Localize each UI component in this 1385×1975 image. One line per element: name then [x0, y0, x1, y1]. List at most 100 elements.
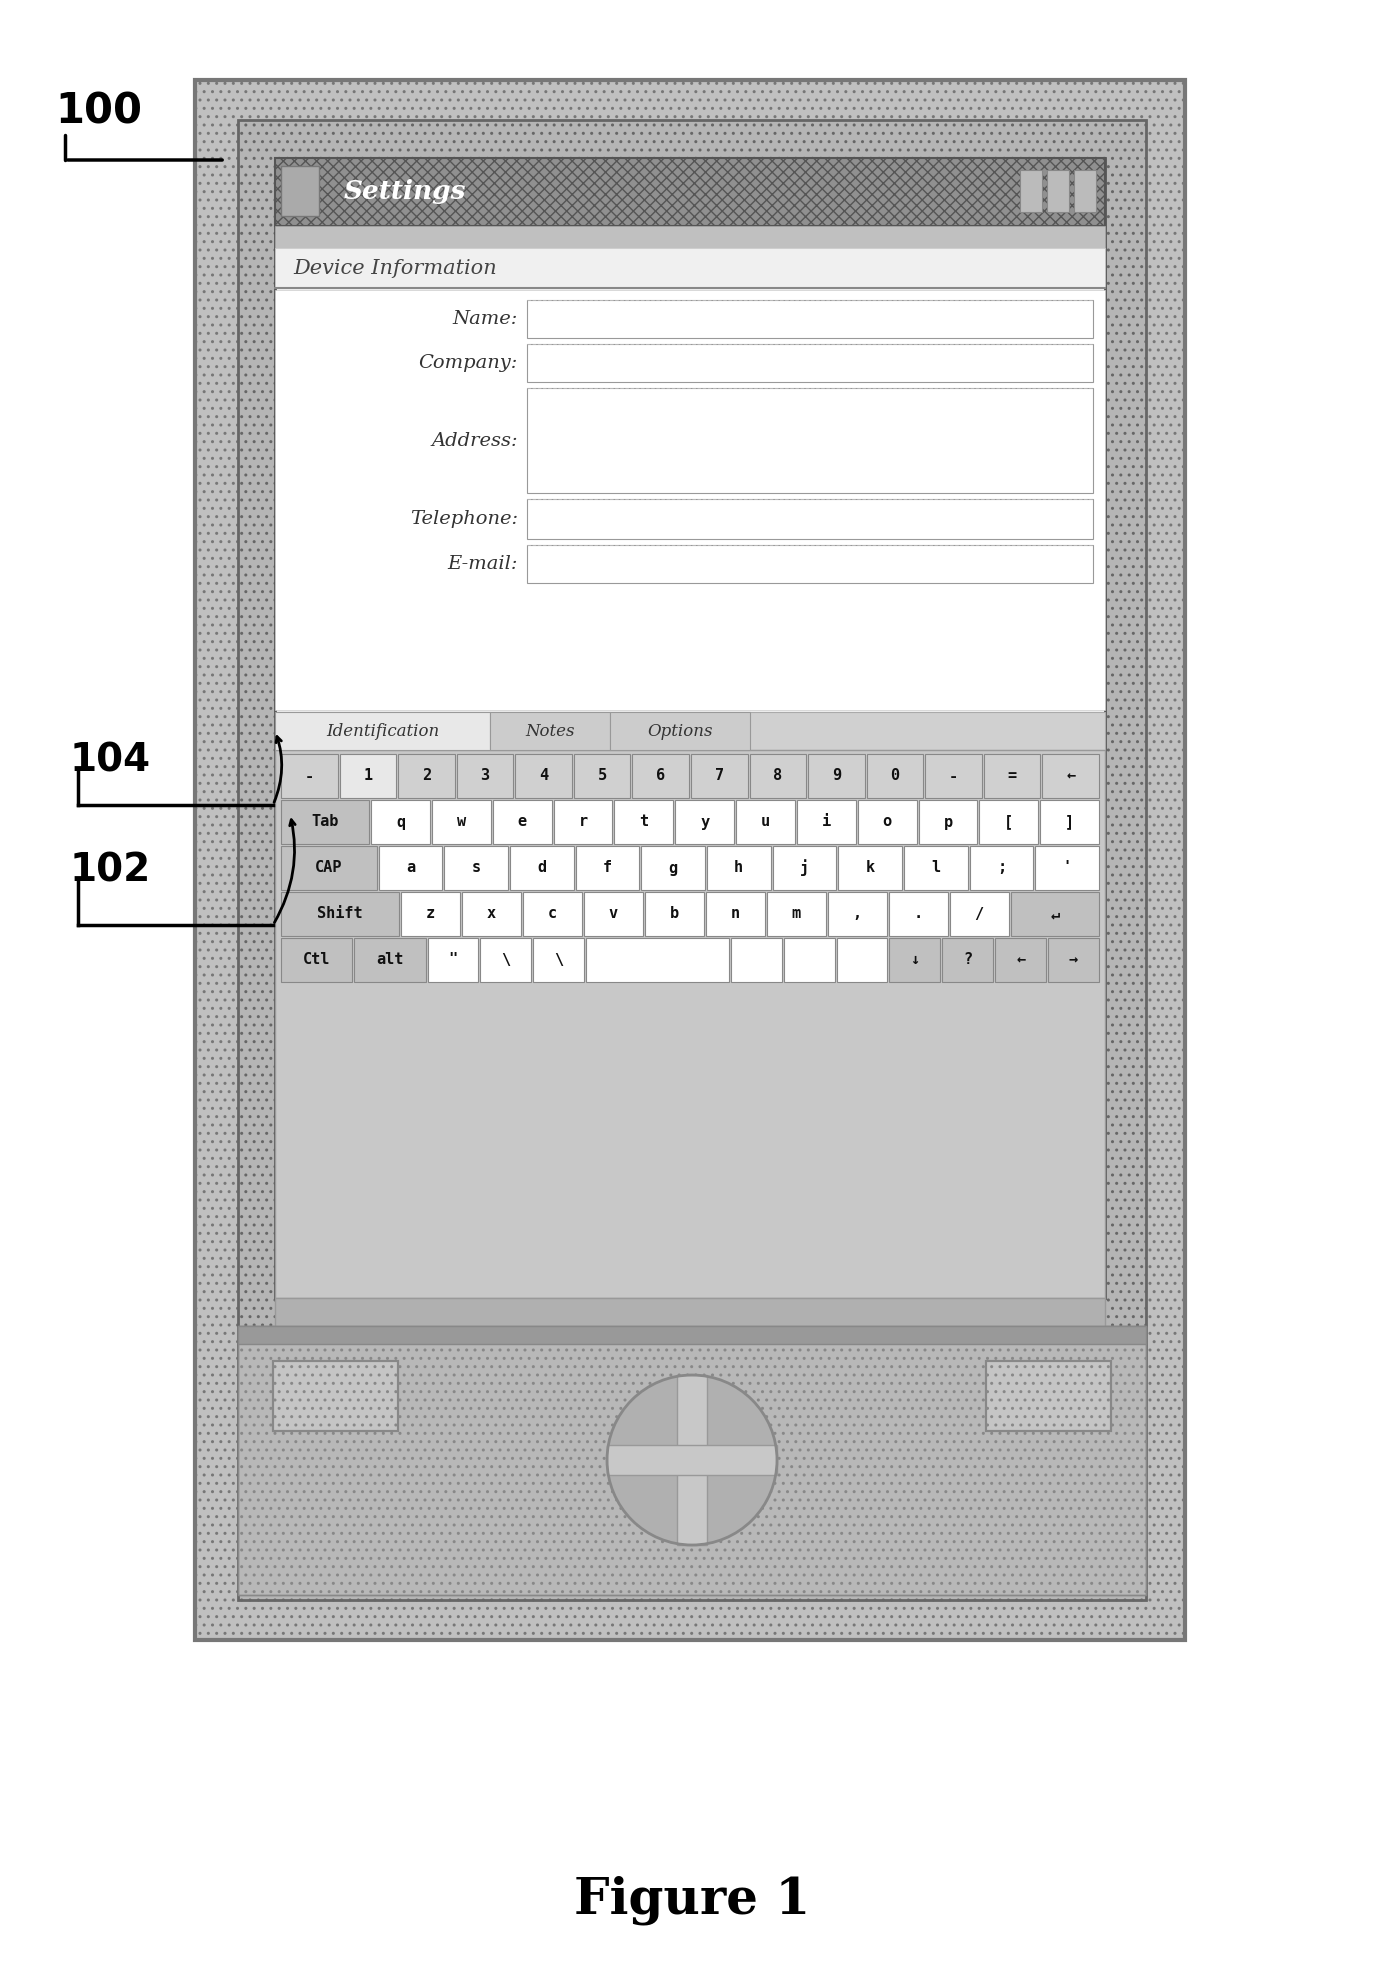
Bar [676, 800, 734, 843]
Bar [1048, 938, 1100, 982]
Bar [276, 713, 490, 750]
Text: 104: 104 [71, 741, 151, 778]
Bar [276, 225, 1105, 249]
Bar [950, 893, 1008, 936]
Text: \: \ [554, 952, 564, 968]
Circle shape [607, 1375, 777, 1544]
Text: t: t [640, 814, 648, 830]
Bar [677, 1375, 706, 1544]
Text: -: - [949, 768, 958, 784]
Text: ↓: ↓ [910, 952, 920, 968]
Bar [481, 938, 532, 982]
Bar [355, 938, 425, 982]
Text: o: o [882, 814, 892, 830]
Bar [706, 893, 765, 936]
Text: ?: ? [963, 952, 972, 968]
Text: d: d [537, 861, 546, 875]
Text: Notes: Notes [525, 723, 575, 739]
Bar [979, 800, 1039, 843]
Bar [276, 750, 1105, 1298]
Text: 5: 5 [597, 768, 607, 784]
Bar [986, 1361, 1111, 1432]
Text: ,: , [853, 907, 861, 922]
Text: .: . [914, 907, 922, 922]
Text: Ctl: Ctl [303, 952, 330, 968]
Text: Name:: Name: [453, 310, 518, 328]
Bar [281, 938, 352, 982]
Bar [735, 800, 795, 843]
Text: 8: 8 [773, 768, 783, 784]
Text: m: m [792, 907, 801, 922]
Text: [: [ [1004, 814, 1014, 830]
Text: Address:: Address: [431, 431, 518, 450]
Bar [457, 754, 514, 798]
Bar [773, 845, 837, 891]
Bar [528, 387, 1093, 494]
Bar [281, 893, 399, 936]
Bar [996, 938, 1046, 982]
Text: →: → [1069, 952, 1078, 968]
Text: 6: 6 [656, 768, 665, 784]
Bar [969, 845, 1033, 891]
Text: ←: ← [1017, 952, 1025, 968]
Text: c: c [548, 907, 557, 922]
Text: ↵: ↵ [1050, 907, 1060, 922]
Text: 3: 3 [481, 768, 489, 784]
Text: Shift: Shift [317, 907, 363, 922]
Bar [528, 300, 1093, 338]
Text: Settings: Settings [343, 180, 467, 205]
Text: n: n [731, 907, 740, 922]
Bar [528, 545, 1093, 583]
Text: -: - [305, 768, 314, 784]
Text: x: x [486, 907, 496, 922]
Text: y: y [701, 814, 709, 830]
Bar [645, 893, 704, 936]
Bar [749, 754, 806, 798]
Bar [445, 845, 508, 891]
Bar [238, 120, 1145, 1600]
Text: p: p [943, 814, 953, 830]
Text: 100: 100 [55, 91, 143, 132]
Text: CAP: CAP [314, 861, 342, 875]
Bar [904, 845, 968, 891]
Text: Company:: Company: [418, 354, 518, 371]
Bar [633, 754, 688, 798]
Bar [986, 1361, 1111, 1432]
Bar [238, 1325, 1145, 1596]
Bar [889, 938, 940, 982]
Text: w: w [457, 814, 465, 830]
Bar [1036, 845, 1100, 891]
Bar [276, 1298, 1105, 1325]
Bar [767, 893, 825, 936]
Bar [796, 800, 856, 843]
Text: ]: ] [1065, 814, 1075, 830]
Bar [461, 893, 521, 936]
Bar [281, 166, 319, 215]
Text: i: i [821, 814, 831, 830]
Bar [584, 893, 643, 936]
Text: ": " [449, 952, 457, 968]
Text: 102: 102 [71, 851, 151, 889]
Bar [493, 800, 551, 843]
Bar [276, 249, 1105, 288]
Text: u: u [760, 814, 770, 830]
Text: z: z [425, 907, 435, 922]
Bar [195, 81, 1186, 1639]
Bar [857, 800, 917, 843]
Bar [867, 754, 924, 798]
Text: Figure 1: Figure 1 [573, 1874, 810, 1926]
Bar [528, 500, 1093, 539]
Bar [554, 800, 612, 843]
Text: 7: 7 [715, 768, 724, 784]
Bar [490, 713, 609, 750]
Text: =: = [1007, 768, 1017, 784]
Text: g: g [669, 861, 677, 875]
Text: alt: alt [377, 952, 403, 968]
Text: ←: ← [1066, 768, 1075, 784]
Bar [784, 938, 835, 982]
Bar [276, 290, 1105, 709]
Text: Telephone:: Telephone: [410, 510, 518, 527]
Text: l: l [931, 861, 940, 875]
Bar [273, 1361, 397, 1432]
Bar [942, 938, 993, 982]
